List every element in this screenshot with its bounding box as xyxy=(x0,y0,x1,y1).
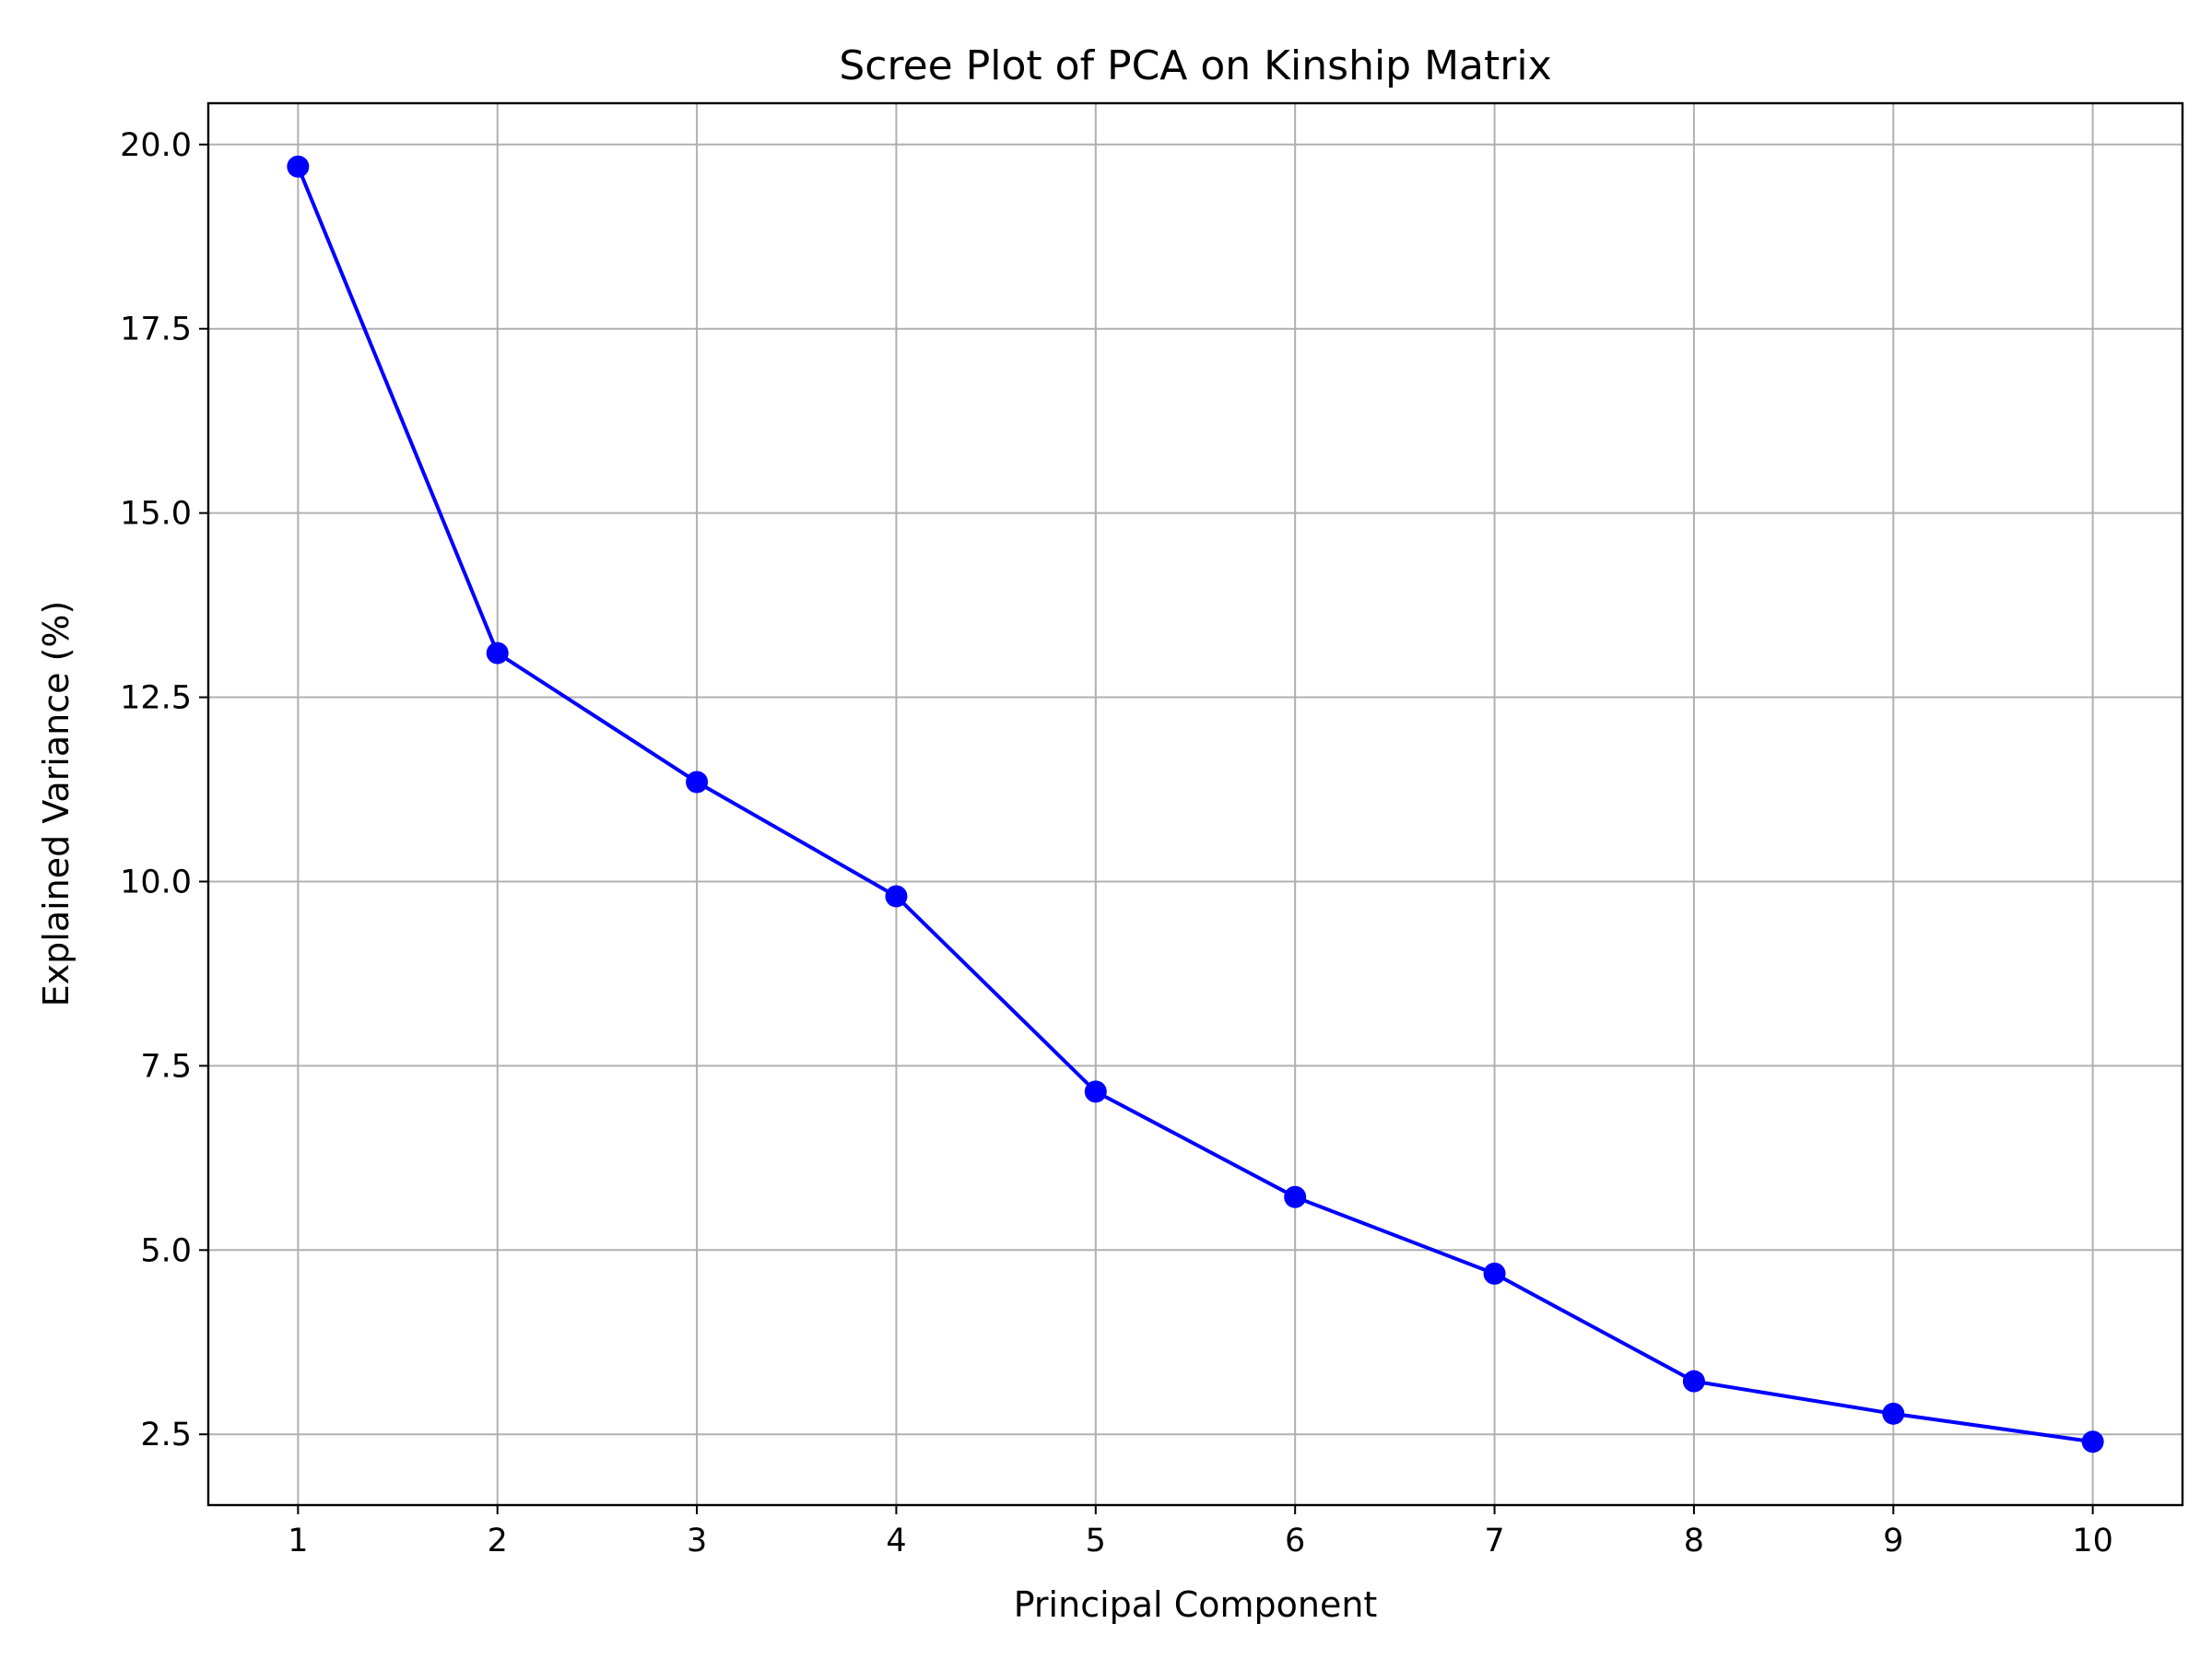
y-tick-label: 12.5 xyxy=(120,680,192,717)
data-point xyxy=(1882,1402,1905,1425)
x-tick-label: 4 xyxy=(886,1523,906,1559)
data-point xyxy=(1483,1262,1506,1285)
x-tick-label: 10 xyxy=(2072,1523,2113,1559)
data-point xyxy=(1084,1080,1107,1103)
data-point xyxy=(486,641,509,665)
x-tick-label: 8 xyxy=(1684,1523,1704,1559)
data-series xyxy=(287,155,2104,1453)
x-tick-label: 5 xyxy=(1086,1523,1106,1559)
data-point xyxy=(686,771,709,794)
x-tick-label: 6 xyxy=(1285,1523,1305,1559)
y-tick-label: 7.5 xyxy=(140,1048,192,1085)
x-tick-label: 9 xyxy=(1883,1523,1903,1559)
plot-frame xyxy=(206,101,2184,1507)
x-tick-label: 2 xyxy=(488,1523,508,1559)
series-line xyxy=(296,166,2093,1444)
x-tick-label: 1 xyxy=(288,1523,308,1559)
axis-ticks: 1 2 3 4 5 6 7 8 9 10 2.5 5.0 7.5 10.0 12.5 15.0 17.5 20.0 xyxy=(120,127,2113,1559)
data-point xyxy=(1682,1370,1705,1393)
x-tick-label: 7 xyxy=(1484,1523,1504,1559)
y-axis-label: Explained Variance (%) xyxy=(36,601,76,1007)
chart-title: Scree Plot of PCA on Kinship Matrix xyxy=(839,42,1551,89)
y-tick-label: 10.0 xyxy=(120,864,192,900)
x-axis-label: Principal Component xyxy=(1014,1584,1378,1625)
data-point xyxy=(2081,1430,2104,1453)
data-point xyxy=(1284,1185,1307,1208)
y-tick-label: 5.0 xyxy=(140,1232,192,1269)
y-tick-label: 17.5 xyxy=(120,312,192,348)
x-tick-label: 3 xyxy=(687,1523,707,1559)
grid-lines xyxy=(208,103,2183,1505)
y-tick-label: 2.5 xyxy=(140,1417,192,1453)
data-point xyxy=(885,885,908,908)
y-tick-label: 15.0 xyxy=(120,496,192,533)
data-point xyxy=(287,155,310,178)
y-tick-label: 20.0 xyxy=(120,127,192,164)
